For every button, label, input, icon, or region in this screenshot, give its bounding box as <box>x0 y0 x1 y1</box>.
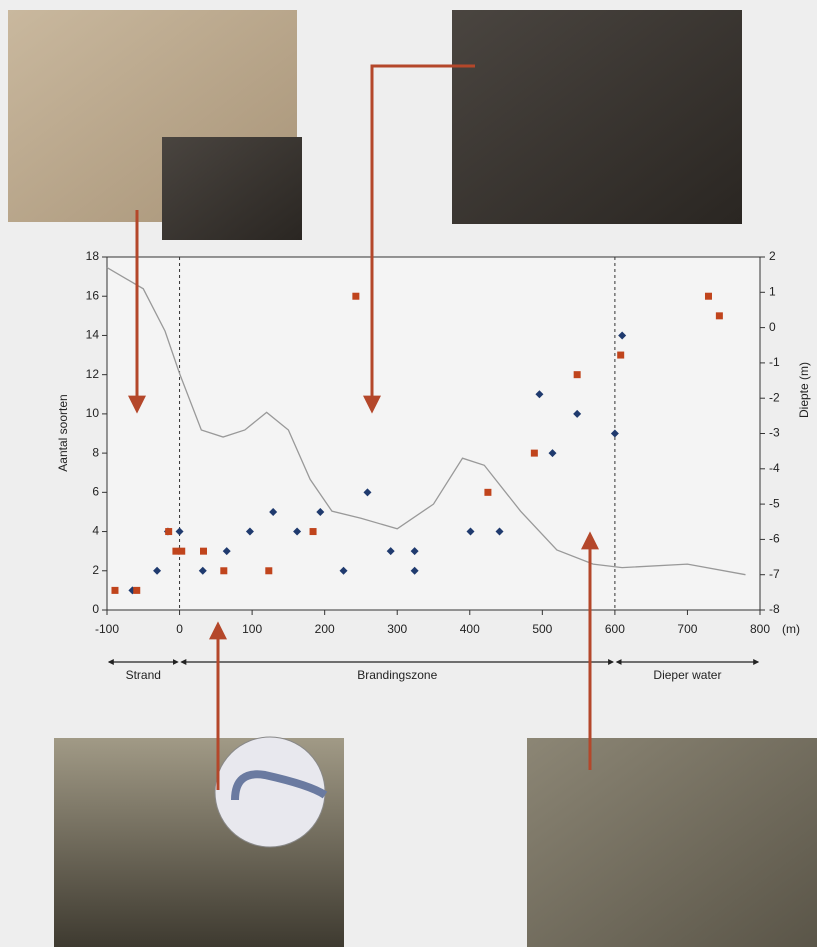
y2-tick-label: -7 <box>769 567 780 581</box>
diamond-point <box>222 547 231 556</box>
y2-tick-label: -8 <box>769 602 780 616</box>
y2-tick-label: -6 <box>769 532 780 546</box>
y-tick-label: 14 <box>86 328 100 342</box>
x-tick-label: 700 <box>677 622 697 636</box>
y2-tick-label: 0 <box>769 320 776 334</box>
x-tick-label: 200 <box>315 622 335 636</box>
x-tick-label: -100 <box>95 622 119 636</box>
arrows <box>128 64 599 790</box>
y-tick-label: 4 <box>92 524 99 538</box>
y-tick-label: 6 <box>92 485 99 499</box>
diamond-point <box>363 488 372 497</box>
y-tick-label: 8 <box>92 445 99 459</box>
x-tick-label: 400 <box>460 622 480 636</box>
square-point <box>309 528 317 536</box>
y2-tick-label: 2 <box>769 249 776 263</box>
square-point <box>199 547 207 555</box>
photo-tubeworm <box>452 10 742 224</box>
zone-label: Brandingszone <box>357 668 437 682</box>
y-tick-label: 2 <box>92 563 99 577</box>
square-point <box>165 528 173 536</box>
diamond-point <box>548 449 557 458</box>
x-tick-label: 800 <box>750 622 770 636</box>
x-tick-label: 100 <box>242 622 262 636</box>
y-tick-label: 16 <box>86 288 100 302</box>
diamond-point <box>410 566 419 575</box>
square-point <box>704 292 712 300</box>
diamond-point <box>339 566 348 575</box>
y-axis-label: Aantal soorten <box>56 394 70 471</box>
diamond-point <box>316 507 325 516</box>
y-tick-label: 10 <box>86 406 100 420</box>
diamond-point <box>495 527 504 536</box>
y-tick-label: 18 <box>86 249 100 263</box>
diamond-point <box>153 566 162 575</box>
photo-shells <box>527 738 817 947</box>
worm-illustration <box>214 736 326 848</box>
square-point <box>265 567 273 575</box>
square-point <box>172 547 180 555</box>
square-point <box>352 292 360 300</box>
diamond-point <box>466 527 475 536</box>
diamond-point <box>535 390 544 399</box>
x-tick-label: 0 <box>176 622 183 636</box>
square-point <box>133 586 141 594</box>
y2-tick-label: -4 <box>769 461 780 475</box>
square-point <box>220 567 228 575</box>
zone-label: Dieper water <box>653 668 721 682</box>
square-point <box>617 351 625 359</box>
square-point <box>484 488 492 496</box>
x-unit: (m) <box>782 622 800 636</box>
plot-area <box>106 256 761 611</box>
square-point <box>111 586 119 594</box>
diamond-point <box>245 527 254 536</box>
zone-label: Strand <box>126 668 161 682</box>
y2-tick-label: -2 <box>769 390 780 404</box>
y2-tick-label: -5 <box>769 496 780 510</box>
diamond-point <box>386 547 395 556</box>
x-tick-label: 300 <box>387 622 407 636</box>
diamond-point <box>573 409 582 418</box>
x-tick-label: 600 <box>605 622 625 636</box>
y2-axis-label: Diepte (m) <box>797 362 811 418</box>
diamond-point <box>293 527 302 536</box>
y2-tick-label: 1 <box>769 284 776 298</box>
depth-line <box>106 267 746 576</box>
x-tick-label: 500 <box>532 622 552 636</box>
y-tick-label: 12 <box>86 367 100 381</box>
square-point <box>573 371 581 379</box>
diamond-point <box>610 429 619 438</box>
diamond-point <box>410 547 419 556</box>
square-point <box>178 547 186 555</box>
y2-tick-label: -3 <box>769 426 780 440</box>
square-point <box>715 312 723 320</box>
square-point <box>530 449 538 457</box>
diamond-point <box>269 507 278 516</box>
diamond-point <box>198 566 207 575</box>
y-tick-label: 0 <box>92 602 99 616</box>
y2-tick-label: -1 <box>769 355 780 369</box>
photo-amphipod <box>162 137 302 240</box>
worm <box>231 770 328 801</box>
diamond-point <box>175 527 184 536</box>
diamond-point <box>618 331 627 340</box>
